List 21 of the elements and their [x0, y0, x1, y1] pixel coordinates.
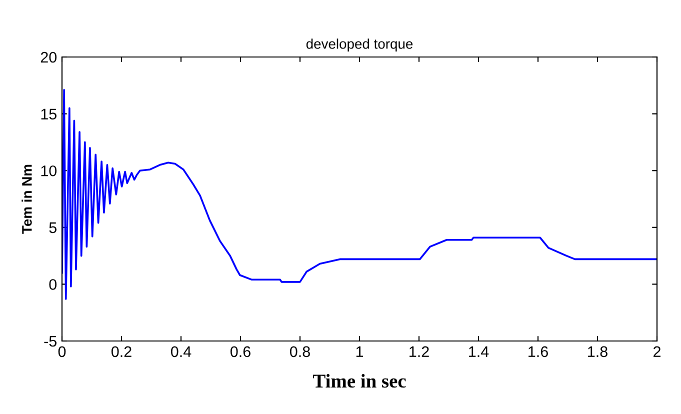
- x-tick-label: 1.8: [588, 346, 608, 358]
- y-tick-label: -5: [44, 336, 56, 347]
- x-tick-label: 0.6: [230, 346, 250, 358]
- y-tick-label: 0: [49, 279, 57, 290]
- y-tick-label: 15: [41, 108, 56, 120]
- x-axis-title: Time in sec: [312, 374, 406, 388]
- y-tick-label: 20: [40, 52, 57, 63]
- x-tick-label: 0: [58, 346, 66, 358]
- x-tick-label: 2: [654, 346, 660, 357]
- chart-title: developed torque: [306, 38, 413, 52]
- y-tick-label: 10: [41, 165, 57, 176]
- y-axis-title: Tem in Nm: [22, 164, 32, 234]
- x-tick-label: 0.2: [111, 346, 132, 358]
- x-tick-label: 1.4: [469, 346, 489, 357]
- x-tick-label: 1: [356, 346, 364, 357]
- x-tick-label: 0.8: [290, 346, 310, 358]
- x-tick-label: 1.2: [410, 346, 429, 357]
- y-tick-label: 5: [49, 222, 56, 234]
- line-series: [62, 89, 657, 300]
- x-tick-label: 0.4: [170, 346, 192, 358]
- x-tick-label: 1.6: [528, 346, 548, 358]
